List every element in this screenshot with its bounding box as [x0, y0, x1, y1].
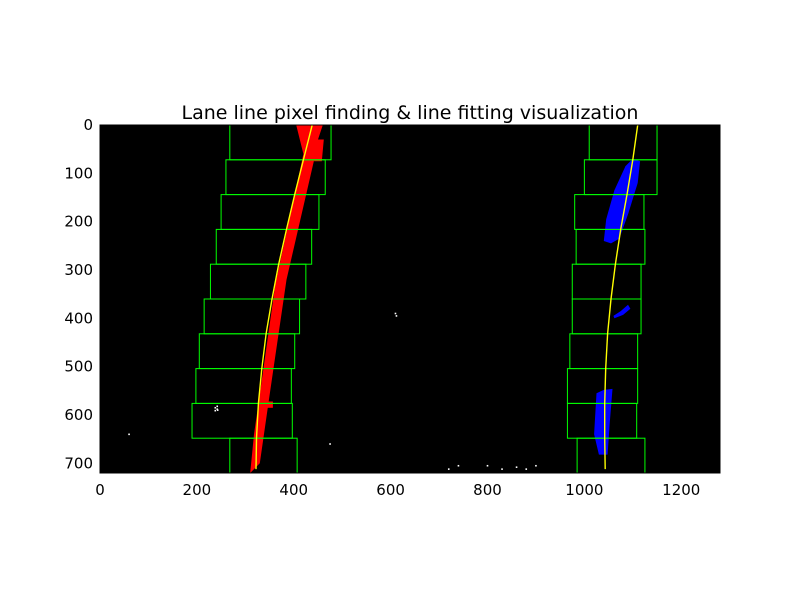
x-tick-label-1000: 1000	[565, 481, 603, 499]
x-tick-label-800: 800	[473, 481, 502, 499]
noise-pixel-3	[216, 408, 219, 410]
image-content	[128, 125, 658, 473]
x-tick-label-200: 200	[183, 481, 212, 499]
noise-pixel-9	[447, 468, 450, 470]
y-tick-label-500: 500	[64, 358, 93, 376]
noise-pixel-7	[394, 312, 397, 315]
y-tick-label-300: 300	[64, 261, 93, 279]
noise-pixel-11	[486, 464, 489, 467]
noise-pixel-13	[515, 466, 518, 468]
noise-pixel-10	[457, 464, 460, 467]
noise-pixel-1	[216, 405, 219, 408]
x-tick-label-400: 400	[279, 481, 308, 499]
y-tick-label-700: 700	[64, 454, 93, 472]
noise-pixel-4	[214, 409, 217, 412]
noise-pixel-14	[525, 468, 528, 470]
axes: 0 200 400 600 800 1000 1200 0 100 200 300 400 500 600…	[64, 116, 721, 499]
chart-title: Lane line pixel finding & line fitting v…	[182, 102, 639, 124]
y-tick-label-100: 100	[64, 164, 93, 182]
noise-pixel-2	[214, 406, 217, 409]
plot-area	[100, 125, 720, 473]
noise-pixel-0	[128, 433, 130, 436]
noise-pixel-6	[329, 443, 331, 445]
x-tick-label-1200: 1200	[662, 481, 700, 499]
right-lane-pixels-1	[613, 304, 631, 319]
noise-pixel-8	[395, 315, 398, 317]
y-tick-label-400: 400	[64, 309, 93, 327]
x-tick-label-600: 600	[376, 481, 405, 499]
left-lane-pixels-2	[265, 401, 273, 408]
right-fit-curve	[604, 125, 639, 470]
right-lane-pixels-0	[603, 158, 641, 244]
y-tick-label-200: 200	[64, 213, 93, 231]
noise-pixel-12	[501, 468, 503, 470]
left-search-window-9	[229, 437, 298, 473]
left-lane-pixels-1	[313, 139, 324, 162]
y-tick-label-0: 0	[83, 116, 93, 134]
noise-pixel-5	[216, 409, 219, 411]
x-tick-label-0: 0	[95, 481, 105, 499]
left-lane-pixels-0	[250, 125, 323, 473]
left-fit-curve	[255, 125, 313, 470]
y-tick-label-600: 600	[64, 406, 93, 424]
plot-frame	[99, 124, 721, 474]
right-search-window-9	[576, 437, 646, 473]
noise-pixel-15	[535, 464, 537, 467]
